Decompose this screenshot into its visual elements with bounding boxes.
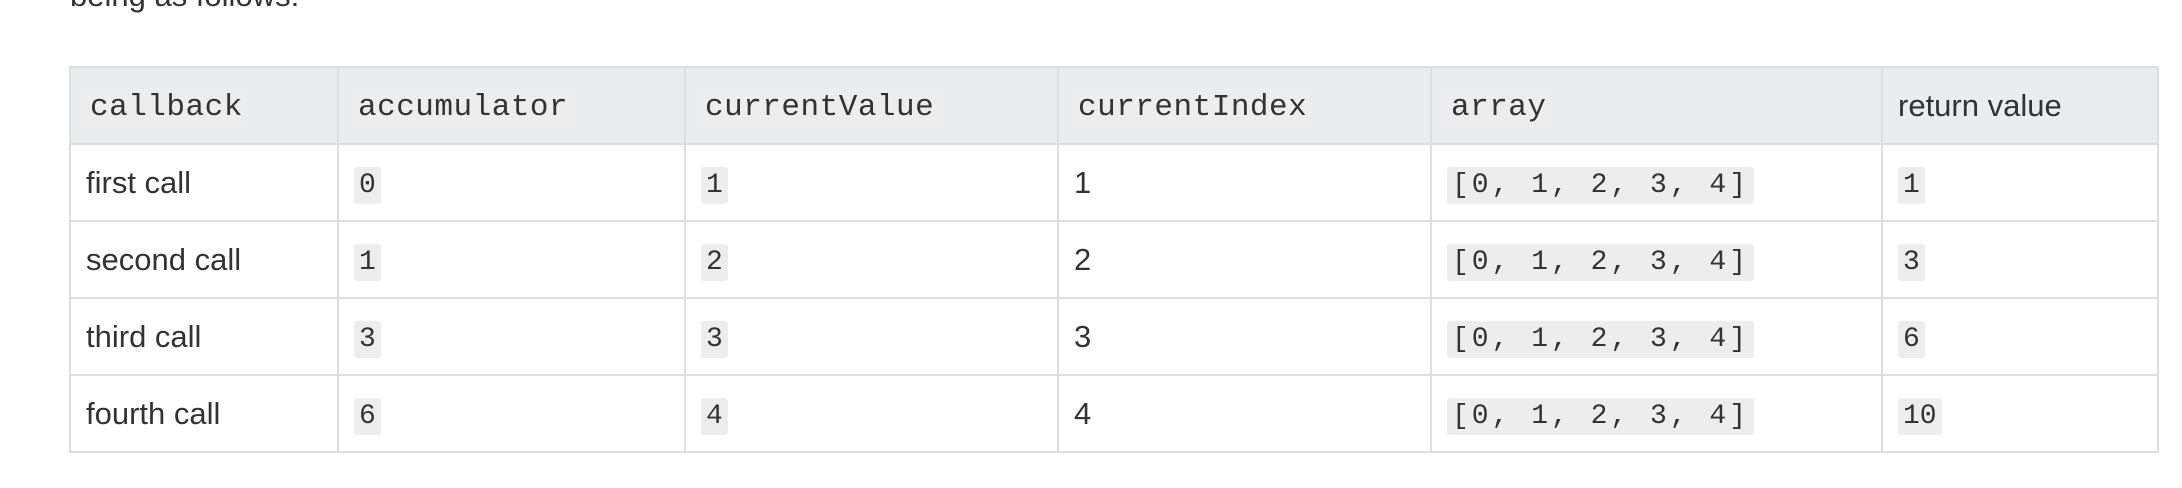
header-label: return value [1898,87,2062,123]
cell-return-value: 10 [1881,374,2159,453]
array-value: [0, 1, 2, 3, 4] [1447,167,1755,204]
cell-current-value: 4 [684,374,1059,453]
return-value: 6 [1898,321,1925,358]
table-row: second call 1 2 2 [0, 1, 2, 3, 4] 3 [69,220,2159,299]
cell-callback: fourth call [69,374,339,453]
return-value: 3 [1898,244,1925,281]
accumulator-value: 3 [354,321,381,358]
cell-accumulator: 6 [337,374,686,453]
cell-array: [0, 1, 2, 3, 4] [1430,220,1883,299]
cell-return-value: 6 [1881,297,2159,376]
accumulator-value: 1 [354,244,381,281]
array-value: [0, 1, 2, 3, 4] [1447,398,1755,435]
array-value: [0, 1, 2, 3, 4] [1447,244,1755,281]
cell-current-value: 1 [684,143,1059,222]
return-value: 1 [1898,167,1925,204]
cell-return-value: 1 [1881,143,2159,222]
cell-callback: second call [69,220,339,299]
array-value: [0, 1, 2, 3, 4] [1447,321,1755,358]
header-label: accumulator [354,87,573,127]
cell-current-index: 4 [1057,374,1432,453]
reduce-steps-table: callback accumulator currentValue curren… [69,66,2159,453]
cell-current-value: 3 [684,297,1059,376]
cell-accumulator: 0 [337,143,686,222]
header-current-value: currentValue [684,66,1059,145]
current-value: 3 [701,321,728,358]
current-value: 4 [701,398,728,435]
table-row: fourth call 6 4 4 [0, 1, 2, 3, 4] 10 [69,374,2159,453]
return-value: 10 [1898,398,1942,435]
header-label: array [1447,87,1551,127]
cell-accumulator: 3 [337,297,686,376]
cell-array: [0, 1, 2, 3, 4] [1430,374,1883,453]
current-value: 1 [701,167,728,204]
header-label: currentValue [701,87,939,127]
header-accumulator: accumulator [337,66,686,145]
header-current-index: currentIndex [1057,66,1432,145]
header-label: currentIndex [1074,87,1312,127]
header-return-value: return value [1881,66,2159,145]
cell-return-value: 3 [1881,220,2159,299]
table-row: first call 0 1 1 [0, 1, 2, 3, 4] 1 [69,143,2159,222]
table-row: third call 3 3 3 [0, 1, 2, 3, 4] 6 [69,297,2159,376]
accumulator-value: 0 [354,167,381,204]
table-body: first call 0 1 1 [0, 1, 2, 3, 4] 1 secon… [69,143,2159,453]
intro-text: being as follows: [70,0,299,14]
cell-current-index: 3 [1057,297,1432,376]
header-row: callback accumulator currentValue curren… [69,66,2159,145]
header-label: callback [86,87,247,127]
accumulator-value: 6 [354,398,381,435]
cell-callback: first call [69,143,339,222]
header-array: array [1430,66,1883,145]
cell-accumulator: 1 [337,220,686,299]
cell-current-value: 2 [684,220,1059,299]
cell-current-index: 1 [1057,143,1432,222]
header-callback: callback [69,66,339,145]
cell-current-index: 2 [1057,220,1432,299]
cell-callback: third call [69,297,339,376]
table-header: callback accumulator currentValue curren… [69,66,2159,145]
cell-array: [0, 1, 2, 3, 4] [1430,297,1883,376]
current-value: 2 [701,244,728,281]
cell-array: [0, 1, 2, 3, 4] [1430,143,1883,222]
